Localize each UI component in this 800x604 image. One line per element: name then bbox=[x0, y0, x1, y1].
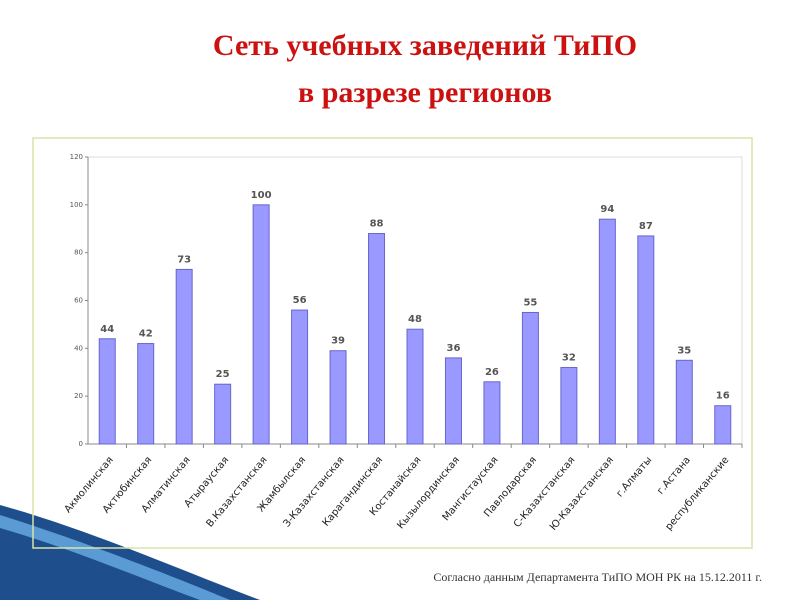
value-label: 73 bbox=[177, 254, 191, 265]
bar bbox=[598, 218, 616, 445]
y-tick-label: 0 bbox=[79, 440, 83, 448]
bar bbox=[675, 359, 693, 445]
value-label: 26 bbox=[485, 367, 499, 378]
bar bbox=[291, 309, 309, 445]
y-tick-label: 40 bbox=[74, 344, 83, 352]
value-label: 94 bbox=[600, 204, 614, 215]
decor-swoosh bbox=[0, 505, 260, 600]
bar bbox=[175, 268, 193, 445]
value-label: 55 bbox=[523, 297, 537, 308]
bar bbox=[521, 311, 539, 445]
y-tick-label: 120 bbox=[70, 153, 83, 161]
bar bbox=[214, 383, 232, 445]
bar bbox=[560, 366, 578, 445]
bar bbox=[98, 338, 116, 445]
bar bbox=[329, 350, 347, 445]
decor-swoosh-light bbox=[0, 515, 230, 600]
value-label: 32 bbox=[562, 352, 576, 363]
value-label: 39 bbox=[331, 336, 345, 347]
value-label: 36 bbox=[447, 343, 461, 354]
bar bbox=[368, 233, 386, 445]
chart-title: в разрезе регионов bbox=[298, 76, 552, 109]
value-label: 25 bbox=[216, 369, 230, 380]
source-note: Согласно данным Департамента ТиПО МОН РК… bbox=[433, 570, 762, 584]
bar bbox=[483, 381, 501, 445]
y-tick-label: 60 bbox=[74, 297, 83, 305]
y-tick-label: 80 bbox=[74, 249, 83, 257]
y-tick-label: 20 bbox=[74, 392, 83, 400]
bar bbox=[714, 405, 732, 445]
value-label: 42 bbox=[139, 329, 153, 340]
value-label: 88 bbox=[370, 219, 384, 230]
bar bbox=[637, 235, 655, 445]
x-tick-label: г.Астана bbox=[655, 455, 693, 497]
bar bbox=[137, 343, 155, 445]
bar bbox=[444, 357, 462, 445]
value-label: 44 bbox=[100, 324, 114, 335]
x-tick-label: г.Алматы bbox=[614, 455, 654, 500]
chart-title: Сеть учебных заведений ТиПО bbox=[213, 29, 637, 62]
bar bbox=[406, 328, 424, 445]
value-label: 87 bbox=[639, 221, 653, 232]
value-label: 35 bbox=[677, 345, 691, 356]
value-label: 16 bbox=[716, 391, 730, 402]
value-label: 100 bbox=[251, 190, 272, 201]
value-label: 48 bbox=[408, 314, 422, 325]
y-tick-label: 100 bbox=[70, 201, 83, 209]
chart-frame bbox=[32, 137, 753, 549]
value-label: 56 bbox=[293, 295, 307, 306]
bar bbox=[252, 204, 270, 445]
